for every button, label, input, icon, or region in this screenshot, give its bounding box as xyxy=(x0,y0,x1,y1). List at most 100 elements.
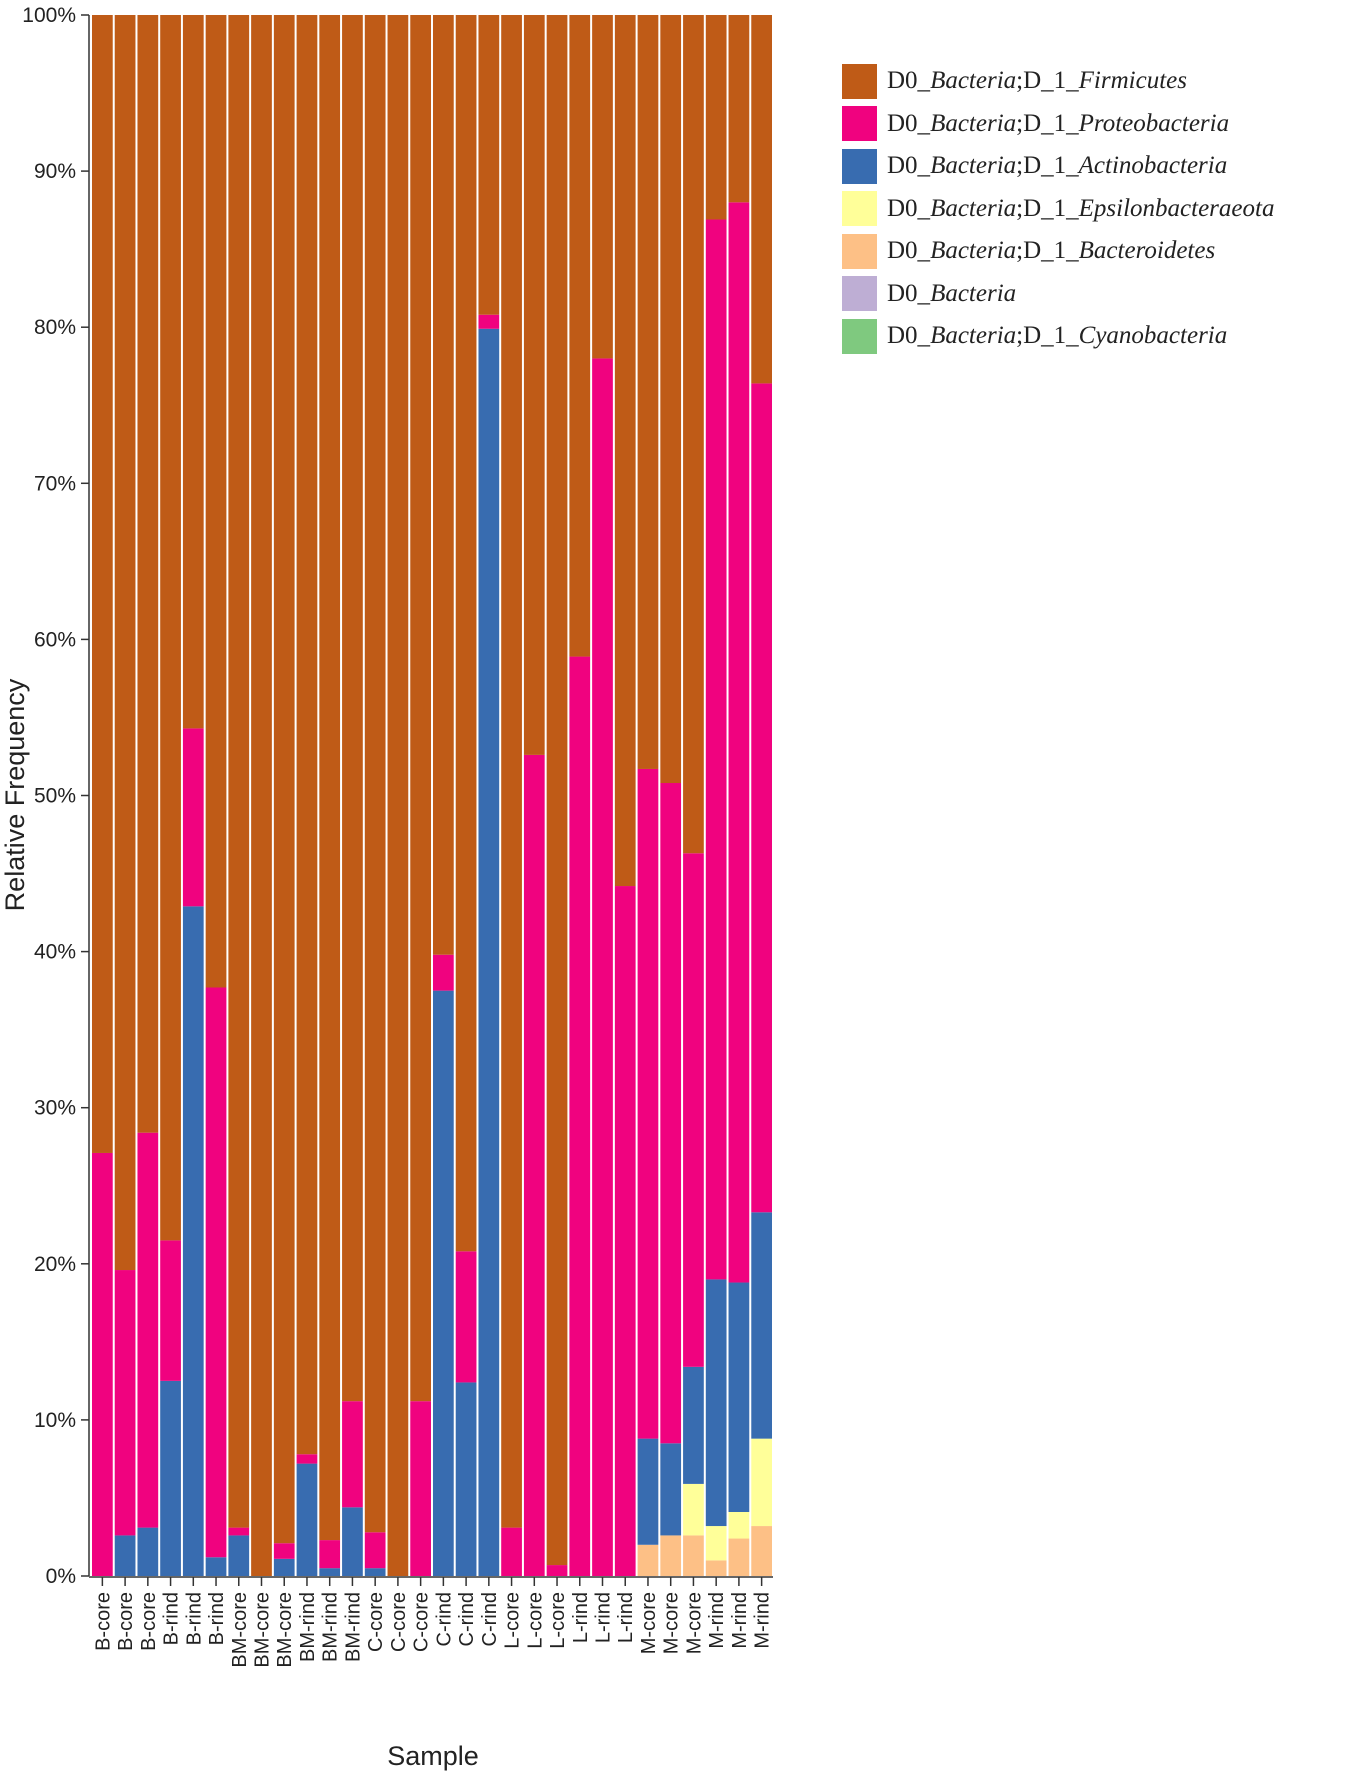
bar-segment-30-series-4 xyxy=(751,1438,772,1527)
bar-segment-21-series-6 xyxy=(546,1565,568,1576)
bar-segment-18-series-7 xyxy=(478,15,500,315)
bar-segment-6-series-6 xyxy=(205,987,227,1558)
x-tick-label: B-rind xyxy=(183,1592,205,1645)
x-tick-label: C-rind xyxy=(456,1592,478,1646)
bar-segment-28-series-5 xyxy=(705,1279,727,1527)
bar-segment-17-series-5 xyxy=(455,1382,477,1576)
bar-segment-23-series-6 xyxy=(592,358,613,1576)
bar-segment-26-series-5 xyxy=(660,1443,682,1536)
bar-segment-23-series-7 xyxy=(592,15,613,359)
legend-label: D0_Bacteria;D_1_Cyanobacteria xyxy=(887,322,1228,350)
legend-swatch xyxy=(842,276,877,312)
bar-segment-7-series-7 xyxy=(228,15,250,1528)
bar-segment-15-series-7 xyxy=(410,15,431,1402)
y-tick-label: 20% xyxy=(34,1253,76,1276)
bar-segment-29-series-6 xyxy=(728,202,750,1283)
bar-segment-30-series-7 xyxy=(751,15,772,384)
y-tick-label: 90% xyxy=(34,160,76,183)
x-tick-label: M-rind xyxy=(752,1592,774,1649)
bar-segment-30-series-3 xyxy=(751,1526,772,1576)
legend-swatch xyxy=(842,233,877,269)
bar-segment-26-series-7 xyxy=(660,15,682,784)
bar-segment-17-series-7 xyxy=(455,15,477,1252)
legend-swatch xyxy=(842,63,877,99)
y-tick-label: 80% xyxy=(34,316,76,339)
bar-segment-16-series-7 xyxy=(433,15,454,955)
legend: D0_Bacteria;D_1_Firmicutes D0_Bacteria;D_… xyxy=(842,60,1274,358)
bar-segment-9-series-7 xyxy=(273,15,295,1544)
bar-segment-22-series-7 xyxy=(569,15,591,657)
bar-segment-28-series-6 xyxy=(705,219,727,1280)
bars-group xyxy=(92,15,772,1577)
x-tick-label: BM-core xyxy=(274,1592,296,1668)
axes-group: 0%10%20%30%40%50%60%70%80%90%100%B-core B… xyxy=(22,4,773,1668)
x-tick-label: M-core xyxy=(661,1592,683,1654)
x-tick-label: C-core xyxy=(388,1592,410,1652)
bar-segment-25-series-6 xyxy=(637,768,659,1439)
y-tick-label: 70% xyxy=(34,472,76,495)
bar-segment-19-series-6 xyxy=(501,1527,522,1576)
bar-segment-3-series-7 xyxy=(137,15,159,1133)
x-tick-label: L-rind xyxy=(615,1592,637,1643)
bar-segment-29-series-5 xyxy=(728,1282,750,1512)
bar-segment-7-series-5 xyxy=(228,1535,250,1576)
bar-segment-13-series-7 xyxy=(364,15,386,1533)
legend-swatch xyxy=(842,191,877,227)
bar-segment-13-series-6 xyxy=(364,1532,386,1569)
bar-segment-9-series-5 xyxy=(273,1558,295,1576)
bar-segment-18-series-5 xyxy=(478,328,500,1576)
legend-item: D0_Bacteria;D_1_Proteobacteria xyxy=(842,103,1274,146)
x-tick-label: C-core xyxy=(411,1592,433,1652)
bar-segment-14-series-7 xyxy=(387,15,409,1576)
legend-label: D0_Bacteria;D_1_Proteobacteria xyxy=(887,109,1230,137)
bar-segment-18-series-6 xyxy=(478,314,500,329)
bar-segment-24-series-6 xyxy=(614,886,636,1576)
bar-segment-4-series-6 xyxy=(160,1240,181,1381)
bar-segment-12-series-5 xyxy=(342,1507,363,1576)
bar-segment-25-series-3 xyxy=(637,1544,659,1576)
x-tick-label: M-rind xyxy=(729,1592,751,1649)
y-tick-label: 60% xyxy=(34,628,76,651)
x-tick-label: BM-rind xyxy=(320,1592,342,1662)
bar-segment-4-series-5 xyxy=(160,1380,181,1577)
bar-segment-5-series-6 xyxy=(182,728,204,907)
bar-segment-27-series-3 xyxy=(683,1535,704,1576)
y-tick-label: 50% xyxy=(34,785,76,808)
bar-segment-6-series-5 xyxy=(205,1557,227,1576)
y-tick-label: 30% xyxy=(34,1097,76,1120)
bar-segment-6-series-7 xyxy=(205,15,227,988)
y-tick-label: 10% xyxy=(34,1409,76,1432)
legend-swatch xyxy=(842,148,877,184)
y-axis-title: Relative Frequency xyxy=(0,678,30,911)
bar-segment-25-series-7 xyxy=(637,15,659,769)
legend-item: D0_Bacteria;D_1_Actinobacteria xyxy=(842,145,1274,188)
bar-segment-16-series-6 xyxy=(433,954,454,991)
legend-label: D0_Bacteria;D_1_Bacteroidetes xyxy=(887,237,1216,265)
bar-segment-8-series-7 xyxy=(251,15,272,1576)
bar-segment-1-series-6 xyxy=(92,1152,113,1576)
bar-segment-30-series-5 xyxy=(751,1212,772,1439)
bar-segment-7-series-6 xyxy=(228,1527,250,1536)
bar-segment-28-series-4 xyxy=(705,1526,727,1561)
x-tick-label: L-rind xyxy=(593,1592,615,1643)
legend-item: D0_Bacteria xyxy=(842,273,1274,316)
bar-segment-3-series-5 xyxy=(137,1527,159,1576)
x-tick-label: B-core xyxy=(92,1592,114,1651)
x-tick-label: C-rind xyxy=(479,1592,501,1646)
x-tick-label: L-rind xyxy=(570,1592,592,1643)
bar-segment-26-series-3 xyxy=(660,1535,682,1576)
x-tick-label: C-rind xyxy=(433,1592,455,1646)
bar-segment-22-series-6 xyxy=(569,656,591,1576)
bar-segment-26-series-6 xyxy=(660,783,682,1444)
bar-segment-27-series-5 xyxy=(683,1366,704,1484)
x-tick-label: B-rind xyxy=(161,1592,183,1645)
x-tick-label: B-core xyxy=(115,1592,137,1651)
bar-segment-9-series-6 xyxy=(273,1543,295,1559)
bar-segment-13-series-5 xyxy=(364,1568,386,1576)
bar-segment-29-series-7 xyxy=(728,15,750,203)
bar-segment-20-series-7 xyxy=(523,15,545,755)
bar-segment-27-series-4 xyxy=(683,1483,704,1536)
bar-segment-29-series-4 xyxy=(728,1512,750,1539)
legend-swatch xyxy=(842,318,877,354)
